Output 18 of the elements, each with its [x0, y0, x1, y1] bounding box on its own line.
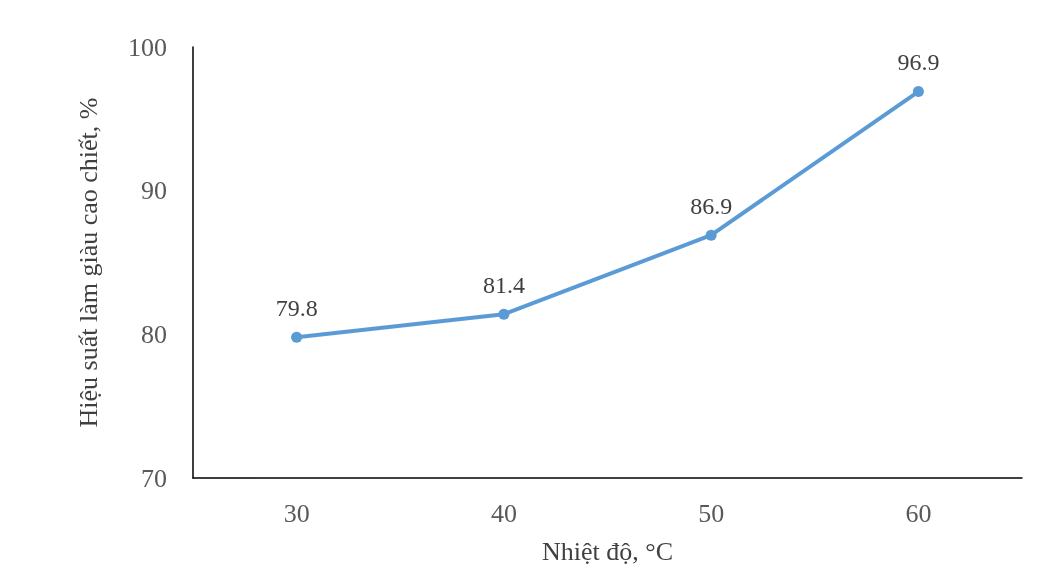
y-tick-label: 100 — [128, 32, 167, 62]
data-label: 86.9 — [690, 192, 733, 219]
point — [498, 308, 510, 320]
point — [705, 229, 717, 241]
y-tick-label: 70 — [141, 463, 167, 493]
point — [912, 86, 924, 98]
x-axis-title: Nhiệt độ, °C — [541, 536, 674, 566]
y-axis-title: Hiệu suất làm giàu cao chiết, % — [73, 97, 103, 428]
data-label: 96.9 — [897, 49, 940, 76]
x-tick-label: 30 — [283, 498, 310, 528]
y-tick-label: 90 — [141, 176, 167, 206]
y-tick-label: 80 — [141, 319, 167, 349]
x-tick-label: 60 — [905, 498, 932, 528]
x-tick-label: 40 — [490, 498, 517, 528]
data-label: 81.4 — [482, 271, 525, 298]
data-label: 79.8 — [275, 294, 318, 321]
x-tick-label: 50 — [698, 498, 725, 528]
point — [291, 331, 303, 343]
